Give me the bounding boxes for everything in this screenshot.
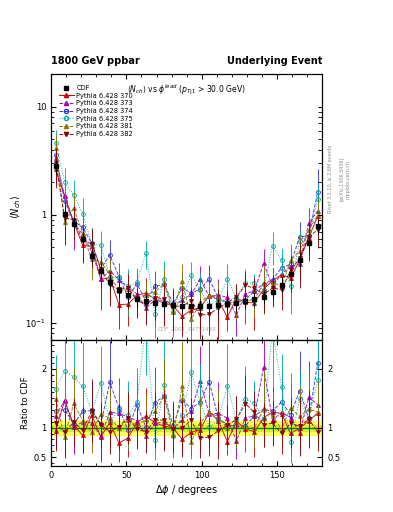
Bar <box>51 425 322 431</box>
Text: 1800 GeV ppbar: 1800 GeV ppbar <box>51 55 140 66</box>
X-axis label: $\Delta\phi$ / degrees: $\Delta\phi$ / degrees <box>155 482 219 497</box>
Text: $\langle N_{ch}\rangle$ vs $\phi^{lead}$ ($p_{T|1}$ > 30.0 GeV): $\langle N_{ch}\rangle$ vs $\phi^{lead}$… <box>127 82 246 98</box>
Text: Underlying Event: Underlying Event <box>227 55 322 66</box>
Legend: CDF, Pythia 6.428 370, Pythia 6.428 373, Pythia 6.428 374, Pythia 6.428 375, Pyt: CDF, Pythia 6.428 370, Pythia 6.428 373,… <box>57 83 135 139</box>
Text: mcplots.cern.ch: mcplots.cern.ch <box>345 160 350 199</box>
Y-axis label: Ratio to CDF: Ratio to CDF <box>21 376 30 429</box>
Text: Rivet 3.1.10, ≥ 2.6M events: Rivet 3.1.10, ≥ 2.6M events <box>328 145 333 214</box>
Bar <box>51 421 322 435</box>
Text: [arXiv:1306.3436]: [arXiv:1306.3436] <box>339 157 344 201</box>
Y-axis label: $\langle N_{ch}\rangle$: $\langle N_{ch}\rangle$ <box>9 195 23 219</box>
Text: CDF_2001_S4751469: CDF_2001_S4751469 <box>157 326 216 332</box>
